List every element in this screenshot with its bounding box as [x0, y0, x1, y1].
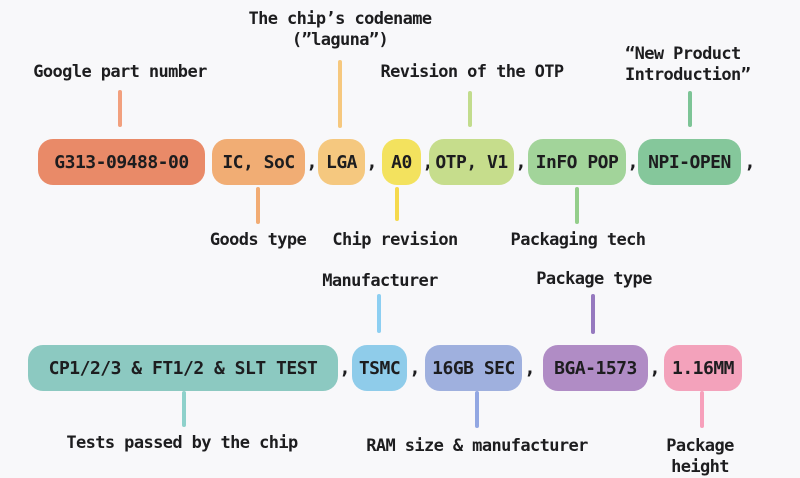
separator-comma: , [306, 151, 318, 173]
chip-label-diagram: Google part number The chip’s codename (… [28, 9, 756, 477]
label-packaging-tech: Packaging tech [510, 230, 646, 250]
connector-tests [182, 391, 186, 427]
label-goods-type: Goods type [209, 230, 307, 250]
connector-goods-type [256, 187, 260, 224]
pill-package-height: 1.16MM [664, 345, 742, 391]
separator-comma: , [339, 357, 351, 379]
label-otp-revision: Revision of the OTP [380, 62, 564, 82]
connector-codename [338, 60, 342, 128]
separator-comma: , [366, 151, 378, 173]
pill-google-part-number: G313-09488-00 [38, 139, 205, 185]
pill-package-type: BGA-1573 [543, 345, 648, 391]
label-manufacturer: Manufacturer [322, 271, 438, 291]
label-google-part-number: Google part number [33, 62, 207, 82]
pill-packaging-tech: InFO POP [528, 139, 626, 185]
connector-google-part-number [118, 90, 122, 127]
separator-comma: , [627, 151, 639, 173]
label-npi: “New Product Introduction” [625, 44, 751, 85]
label-package-height: Package height [666, 436, 734, 477]
connector-ram [475, 391, 479, 428]
connector-manufacturer [377, 294, 381, 333]
separator-comma: , [744, 151, 756, 173]
separator-comma: , [649, 357, 661, 379]
connector-chip-revision [395, 187, 399, 221]
label-package-type: Package type [536, 269, 652, 289]
label-codename: The chip’s codename (”laguna”) [248, 9, 432, 50]
page-background: { "colors": { "background": "#f8f8fa", "… [28, 9, 756, 477]
separator-comma: , [515, 151, 527, 173]
pill-codename: LGA [318, 139, 365, 185]
connector-packaging-tech [575, 187, 579, 224]
connector-npi [688, 91, 692, 127]
pill-ram: 16GB SEC [425, 345, 522, 391]
label-chip-revision: Chip revision [332, 230, 458, 250]
connector-package-type [591, 294, 595, 334]
pill-goods-type: IC, SoC [212, 139, 305, 185]
label-tests: Tests passed by the chip [66, 433, 298, 453]
separator-comma: , [422, 151, 434, 173]
pill-npi: NPI-OPEN [638, 139, 741, 185]
pill-manufacturer: TSMC [352, 345, 407, 391]
separator-comma: , [409, 357, 421, 379]
pill-tests: CP1/2/3 & FT1/2 & SLT TEST [28, 345, 338, 391]
pill-otp-revision: OTP, V1 [429, 139, 514, 185]
label-ram: RAM size & manufacturer [366, 436, 588, 456]
connector-package-height [700, 391, 704, 428]
separator-comma: , [524, 357, 536, 379]
pill-chip-revision: A0 [382, 139, 421, 185]
connector-otp-revision [468, 91, 472, 127]
